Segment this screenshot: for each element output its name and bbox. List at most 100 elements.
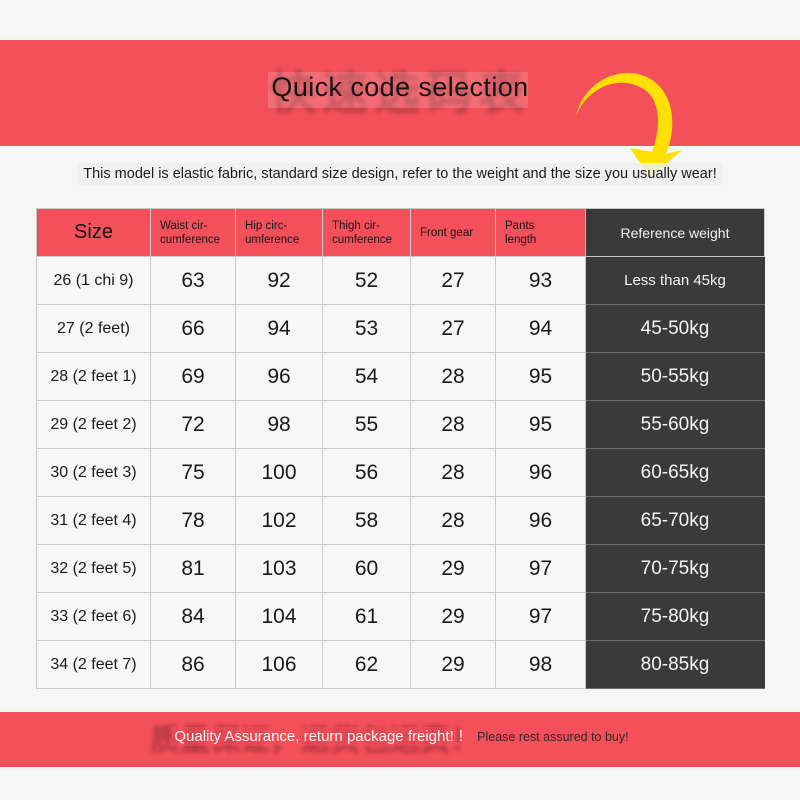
cell-reference-weight: 70-75kg [585, 544, 765, 593]
cell-front-gear: 28 [410, 352, 496, 401]
table-row: 30 (2 feet 3) 75 100 56 28 96 60-65kg [36, 448, 765, 497]
col-header-hip: Hip circ- umference [235, 208, 323, 257]
cell-size: 27 (2 feet) [36, 304, 151, 353]
cell-pants-length: 97 [495, 592, 586, 641]
cell-thigh: 54 [322, 352, 411, 401]
col-header-size-line1: Size [74, 221, 113, 243]
cell-front-gear: 29 [410, 640, 496, 689]
col-header-thigh-line1: Thigh cir- [332, 219, 380, 232]
cell-thigh: 62 [322, 640, 411, 689]
col-header-hip-line2: umference [245, 233, 300, 246]
col-header-pants-length: Pants length [495, 208, 586, 257]
footer-text-line: Quality Assurance, return package freigh… [0, 727, 800, 746]
footer-exclaim-mark: ! [458, 728, 464, 745]
cell-hip: 102 [235, 496, 323, 545]
cell-thigh: 53 [322, 304, 411, 353]
cell-reference-weight: 60-65kg [585, 448, 765, 497]
cell-hip: 106 [235, 640, 323, 689]
header-ghost-text: 快速选码表 [270, 67, 530, 119]
cell-front-gear: 28 [410, 496, 496, 545]
cell-pants-length: 96 [495, 496, 586, 545]
cell-reference-weight: 75-80kg [585, 592, 765, 641]
cell-size: 29 (2 feet 2) [36, 400, 151, 449]
cell-size: 31 (2 feet 4) [36, 496, 151, 545]
cell-front-gear: 27 [410, 256, 496, 305]
col-header-pants-length-line2: length [505, 233, 537, 246]
page-title: Quick code selection [271, 72, 529, 102]
cell-pants-length: 93 [495, 256, 586, 305]
cell-reference-weight: 65-70kg [585, 496, 765, 545]
cell-front-gear: 28 [410, 448, 496, 497]
cell-reference-weight: 55-60kg [585, 400, 765, 449]
cell-size: 33 (2 feet 6) [36, 592, 151, 641]
cell-front-gear: 28 [410, 400, 496, 449]
cell-thigh: 58 [322, 496, 411, 545]
cell-waist: 78 [150, 496, 236, 545]
cell-size: 34 (2 feet 7) [36, 640, 151, 689]
cell-hip: 94 [235, 304, 323, 353]
cell-reference-weight: 45-50kg [585, 304, 765, 353]
cell-thigh: 61 [322, 592, 411, 641]
cell-thigh: 56 [322, 448, 411, 497]
cell-waist: 72 [150, 400, 236, 449]
cell-thigh: 60 [322, 544, 411, 593]
cell-size: 30 (2 feet 3) [36, 448, 151, 497]
cell-waist: 86 [150, 640, 236, 689]
col-header-reference-weight-line1: Reference weight [620, 224, 730, 241]
table-row: 28 (2 feet 1) 69 96 54 28 95 50-55kg [36, 352, 765, 401]
cell-thigh: 52 [322, 256, 411, 305]
col-header-thigh-line2: cumference [332, 233, 393, 246]
table-row: 27 (2 feet) 66 94 53 27 94 45-50kg [36, 304, 765, 353]
cell-hip: 92 [235, 256, 323, 305]
table-row: 32 (2 feet 5) 81 103 60 29 97 70-75kg [36, 544, 765, 593]
cell-size: 26 (1 chi 9) [36, 256, 151, 305]
cell-reference-weight: 50-55kg [585, 352, 765, 401]
cell-thigh: 55 [322, 400, 411, 449]
cell-pants-length: 97 [495, 544, 586, 593]
col-header-reference-weight: Reference weight [585, 208, 765, 257]
cell-pants-length: 94 [495, 304, 586, 353]
col-header-pants-length-line1: Pants [505, 219, 535, 232]
col-header-size: Size [36, 208, 151, 257]
cell-hip: 96 [235, 352, 323, 401]
col-header-waist-line2: cumference [160, 233, 221, 246]
footer-main-label: Quality Assurance, return package freigh… [171, 727, 457, 746]
size-chart-table: Size Waist cir- cumference Hip circ- umf… [36, 208, 765, 689]
cell-waist: 69 [150, 352, 236, 401]
table-row: 33 (2 feet 6) 84 104 61 29 97 75-80kg [36, 592, 765, 641]
cell-front-gear: 29 [410, 592, 496, 641]
notice-label: This model is elastic fabric, standard s… [77, 163, 723, 185]
table-row: 26 (1 chi 9) 63 92 52 27 93 Less than 45kg [36, 256, 765, 305]
header-banner: 快速选码表 Quick code selection [0, 40, 800, 146]
cell-waist: 84 [150, 592, 236, 641]
cell-hip: 98 [235, 400, 323, 449]
footer-sub-label: Please rest assured to buy! [477, 730, 629, 744]
cell-reference-weight: Less than 45kg [585, 256, 765, 305]
cell-reference-weight: 80-85kg [585, 640, 765, 689]
table-header-row: Size Waist cir- cumference Hip circ- umf… [36, 208, 765, 257]
cell-hip: 100 [235, 448, 323, 497]
cell-waist: 81 [150, 544, 236, 593]
col-header-waist: Waist cir- cumference [150, 208, 236, 257]
cell-size: 28 (2 feet 1) [36, 352, 151, 401]
cell-pants-length: 96 [495, 448, 586, 497]
table-row: 34 (2 feet 7) 86 106 62 29 98 80-85kg [36, 640, 765, 689]
col-header-waist-line1: Waist cir- [160, 219, 208, 232]
cell-front-gear: 29 [410, 544, 496, 593]
cell-pants-length: 98 [495, 640, 586, 689]
cell-waist: 63 [150, 256, 236, 305]
table-header-row-group: Size Waist cir- cumference Hip circ- umf… [36, 208, 765, 257]
cell-pants-length: 95 [495, 352, 586, 401]
cell-pants-length: 95 [495, 400, 586, 449]
notice-text: This model is elastic fabric, standard s… [0, 163, 800, 185]
table-row: 29 (2 feet 2) 72 98 55 28 95 55-60kg [36, 400, 765, 449]
cell-waist: 75 [150, 448, 236, 497]
cell-waist: 66 [150, 304, 236, 353]
col-header-front-gear: Front gear [410, 208, 496, 257]
table-body: 26 (1 chi 9) 63 92 52 27 93 Less than 45kg 27 (… [36, 256, 765, 689]
cell-hip: 104 [235, 592, 323, 641]
table-row: 31 (2 feet 4) 78 102 58 28 96 65-70kg [36, 496, 765, 545]
cell-hip: 103 [235, 544, 323, 593]
col-header-front-gear-line1: Front gear [420, 226, 474, 239]
